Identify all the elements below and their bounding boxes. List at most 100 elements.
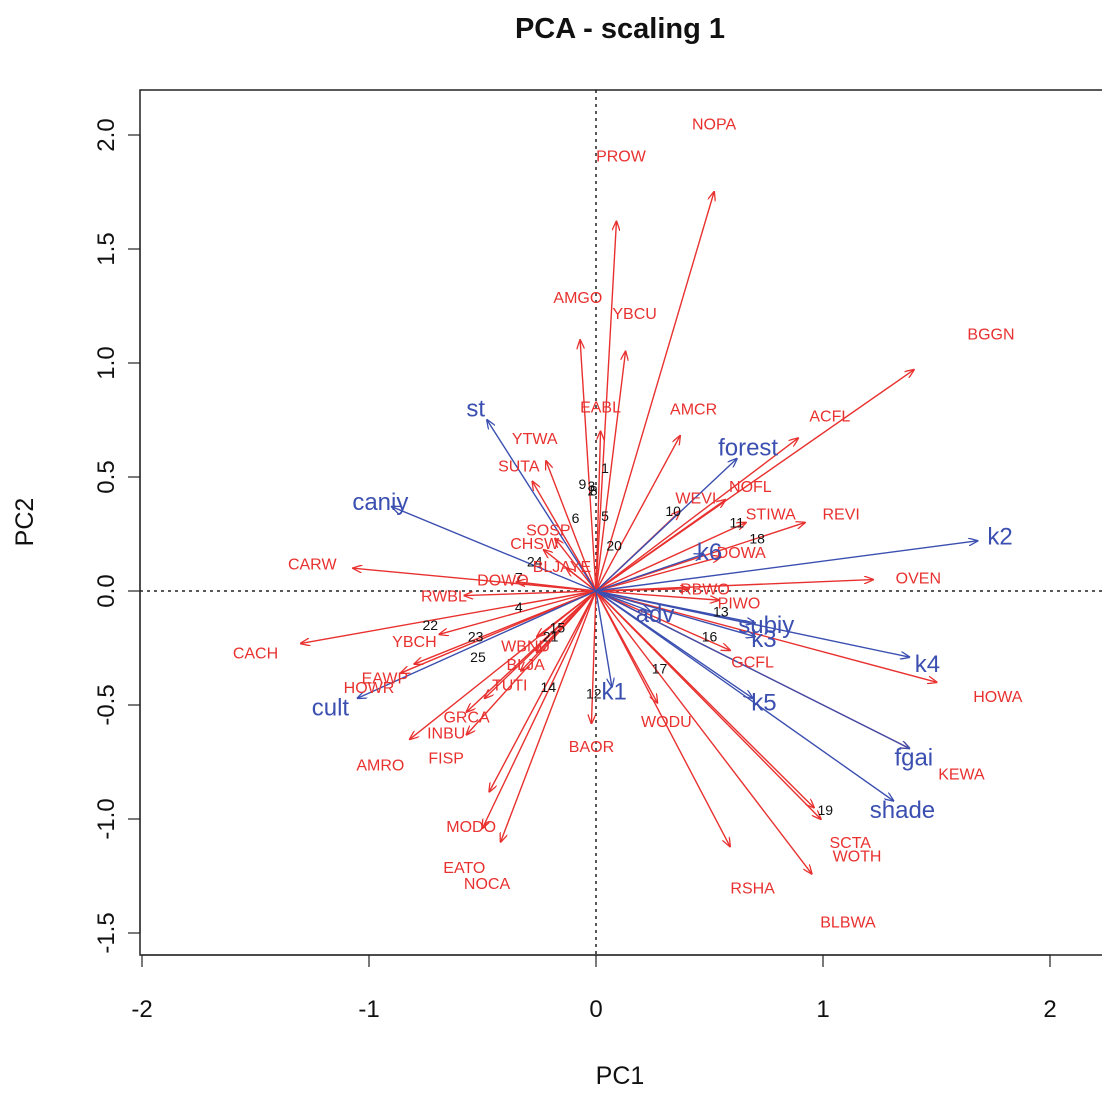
species-arrow	[401, 590, 597, 673]
x-tick-label: -2	[131, 996, 152, 1023]
species-label: TUTI	[492, 677, 528, 694]
variable-arrow	[595, 590, 650, 612]
x-axis-title: PC1	[596, 1062, 645, 1090]
variable-arrow	[392, 507, 597, 592]
reference-lines	[140, 90, 1102, 955]
variable-label: k6	[697, 539, 722, 566]
site-label: 22	[423, 617, 439, 633]
variable-label: caniy	[352, 489, 408, 516]
variable-label: k5	[751, 690, 776, 717]
site-label: 15	[550, 619, 566, 635]
species-arrow	[595, 580, 873, 592]
variable-label: cult	[312, 694, 350, 721]
species-arrow	[595, 436, 680, 592]
species-label: CHSW	[510, 536, 560, 553]
variable-label: fgai	[894, 744, 933, 771]
species-label: GCFL	[731, 655, 774, 672]
variable-arrow	[595, 541, 977, 592]
species-label: SCTA	[829, 835, 871, 852]
variable-label: shade	[870, 797, 935, 824]
y-tick-label: 0.5	[93, 460, 120, 493]
variable-arrow	[595, 590, 909, 748]
site-label: 10	[665, 503, 681, 519]
variable-arrow	[595, 590, 909, 657]
species-label: REVI	[822, 506, 859, 523]
site-label: 13	[713, 604, 729, 620]
variable-label: k1	[601, 678, 626, 705]
species-label: EAWP	[362, 671, 409, 688]
species-label: AMRO	[356, 757, 404, 774]
species-label: STIWA	[746, 506, 796, 523]
species-arrow	[532, 482, 597, 592]
site-label: 17	[652, 661, 668, 677]
y-tick-label: 0.0	[93, 574, 120, 607]
site-label: 2	[588, 483, 596, 499]
site-label: 18	[749, 531, 765, 547]
species-label: BLJAYE	[533, 559, 591, 576]
variable-arrow	[595, 590, 893, 801]
species-arrow	[301, 590, 597, 643]
site-label: 8	[590, 483, 598, 499]
species-arrow	[566, 568, 597, 592]
variable-arrow	[595, 555, 703, 592]
species-arrow	[483, 590, 597, 828]
site-label: 7	[515, 569, 523, 585]
plot-frame	[139, 89, 1102, 956]
site-label: 25	[470, 649, 486, 665]
species-arrow	[595, 523, 746, 592]
species-arrow	[595, 590, 814, 808]
species-label: FISP	[428, 750, 464, 767]
species-label: BAOR	[569, 739, 614, 756]
variable-label: forest	[718, 434, 778, 461]
species-arrow	[353, 568, 597, 592]
species-arrow	[595, 352, 626, 592]
site-label: 5	[601, 508, 609, 524]
species-label: NOCA	[464, 876, 511, 893]
species-label: NOFL	[729, 479, 772, 496]
chart-title: PCA - scaling 1	[515, 13, 725, 45]
variable-arrow	[358, 590, 597, 698]
species-arrow	[580, 340, 597, 592]
species-label: DOWA	[717, 545, 767, 562]
y-tick-label: -0.5	[93, 684, 120, 725]
site-label: 14	[541, 679, 557, 695]
species-arrow	[595, 431, 601, 592]
species-label: HOWA	[973, 689, 1023, 706]
species-label: KEWA	[938, 766, 985, 783]
variable-arrow	[595, 590, 755, 637]
site-label: 21	[543, 629, 559, 645]
species-label: BLJA	[507, 657, 546, 674]
x-tick-label: 0	[589, 996, 602, 1023]
species-label: WEVI	[675, 491, 716, 508]
species-label: BGGN	[967, 326, 1014, 343]
species-label: RSHA	[730, 880, 775, 897]
species-label: OVEN	[896, 570, 941, 587]
species-label: AMCR	[670, 402, 717, 419]
species-label: PROW	[596, 149, 647, 166]
species-label: RWBL	[421, 589, 467, 606]
site-label: 24	[527, 553, 543, 569]
species-arrow	[595, 438, 798, 592]
species-label: YBCH	[392, 634, 436, 651]
species-arrow	[595, 590, 719, 600]
species-arrow	[546, 461, 597, 592]
variable-label: k3	[751, 626, 776, 653]
y-tick-label: -1.5	[93, 912, 120, 953]
species-label: EATO	[443, 860, 485, 877]
site-label: 9	[578, 476, 586, 492]
species-arrow	[595, 590, 730, 846]
variable-arrow	[595, 459, 737, 592]
species-arrow	[467, 590, 597, 735]
species-label: INBU	[427, 725, 465, 742]
species-label: BLBWA	[820, 915, 876, 932]
species-label: YBCU	[612, 306, 656, 323]
species-labels: NOPA PROW AMGO YBCU BGGN EABL AMCR ACFL YTWA SUTA…	[233, 117, 1023, 932]
variable-arrows	[358, 420, 978, 801]
species-label: YTWA	[512, 431, 558, 448]
species-label: SUTA	[498, 459, 540, 476]
species-arrow	[591, 590, 597, 723]
species-label: HOWR	[344, 680, 395, 697]
variable-arrow	[595, 590, 612, 687]
species-arrow	[439, 590, 597, 634]
